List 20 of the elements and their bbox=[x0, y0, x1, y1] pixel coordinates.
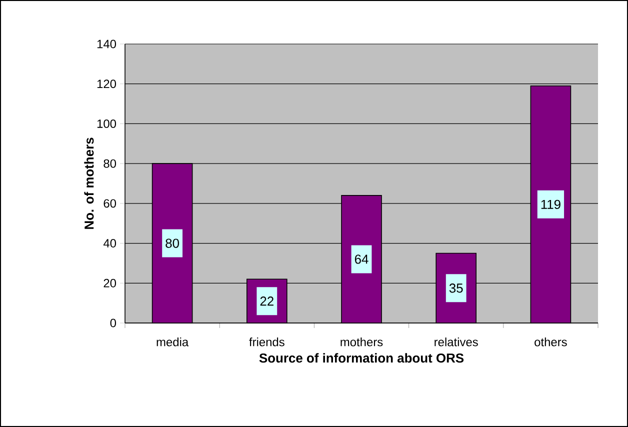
y-tick-label: 0 bbox=[110, 318, 116, 328]
y-tick-label: 60 bbox=[104, 199, 116, 208]
x-tick-label: friends bbox=[249, 338, 284, 346]
data-label: 80 bbox=[166, 238, 180, 248]
x-tick-label: media bbox=[156, 338, 189, 346]
y-axis-title: No. of mothers bbox=[84, 138, 94, 229]
data-label: 22 bbox=[260, 296, 274, 306]
y-tick-label: 80 bbox=[104, 159, 116, 168]
y-tick-label: 40 bbox=[103, 239, 116, 248]
data-label: 119 bbox=[541, 200, 560, 210]
x-tick-label: others bbox=[534, 338, 567, 346]
y-tick-label: 100 bbox=[97, 119, 116, 128]
x-tick-label: relatives bbox=[434, 338, 478, 346]
y-tick-label: 140 bbox=[97, 40, 116, 48]
x-tick-label: mothers bbox=[340, 338, 383, 346]
x-axis-title: Source of information about ORS bbox=[259, 353, 464, 363]
data-label: 64 bbox=[354, 254, 368, 264]
y-tick-label: 120 bbox=[97, 80, 116, 88]
y-tick-label: 20 bbox=[104, 278, 116, 288]
data-label: 35 bbox=[449, 284, 463, 293]
